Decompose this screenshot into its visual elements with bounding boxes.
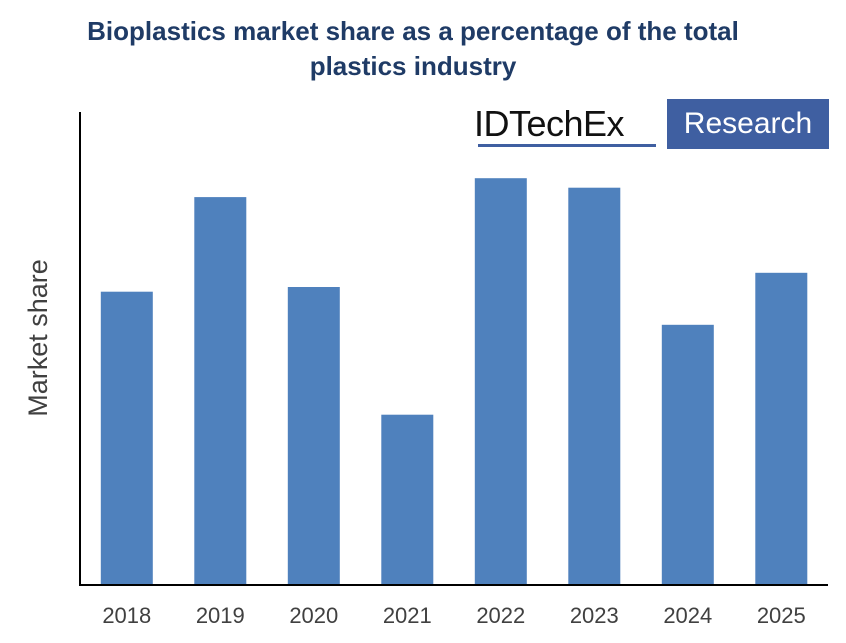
- logo-brand-text: IDTechEx: [474, 103, 625, 144]
- x-tick-label-2020: 2020: [289, 603, 338, 628]
- bar-2024: [661, 324, 714, 585]
- chart-title: Bioplastics market share as a percentage…: [0, 14, 826, 84]
- x-tick-label-2021: 2021: [383, 603, 432, 628]
- x-tick-label-2024: 2024: [663, 603, 712, 628]
- bar-2022: [474, 178, 527, 585]
- x-tick-label-2023: 2023: [570, 603, 619, 628]
- y-axis-label: Market share: [23, 259, 53, 417]
- x-tick-label-2019: 2019: [196, 603, 245, 628]
- bar-2023: [568, 187, 621, 585]
- bar-2021: [381, 414, 434, 585]
- x-tick-label-2018: 2018: [102, 603, 151, 628]
- bar-2025: [755, 272, 808, 585]
- chart-title-line-2: plastics industry: [309, 51, 517, 81]
- bar-2018: [100, 291, 153, 585]
- x-tick-label-2025: 2025: [757, 603, 806, 628]
- chart-title-line-1: Bioplastics market share as a percentage…: [87, 16, 739, 46]
- x-tick-label-2022: 2022: [476, 603, 525, 628]
- logo-research-box: Research: [667, 99, 829, 149]
- bar-2020: [287, 287, 340, 585]
- idtechex-logo: IDTechEx Research: [474, 99, 830, 149]
- logo-underline: [478, 144, 656, 147]
- bar-2019: [194, 197, 247, 585]
